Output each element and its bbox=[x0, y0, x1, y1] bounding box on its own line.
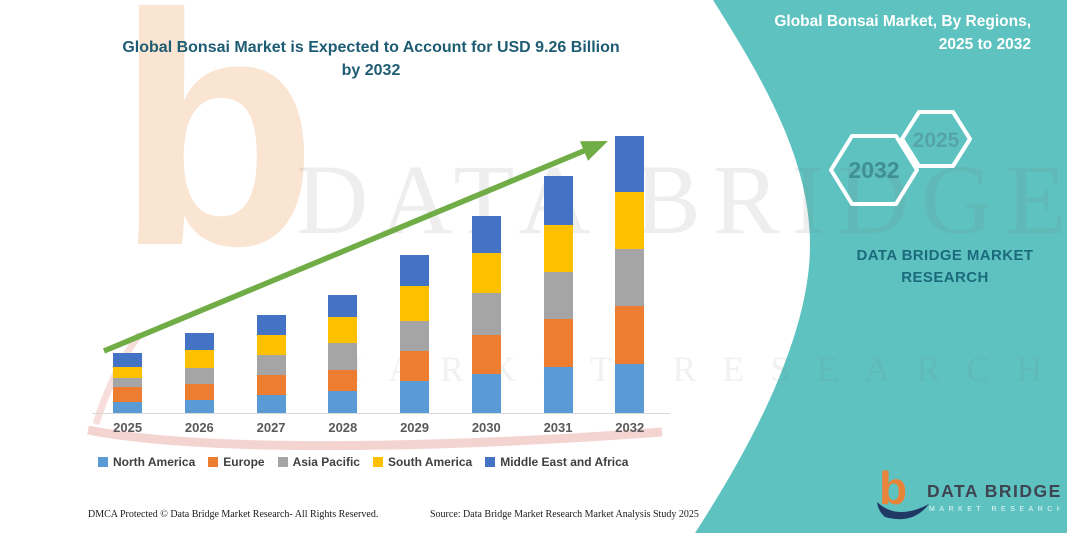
legend-swatch-icon bbox=[98, 457, 108, 467]
legend-item-middle-east-and-africa: Middle East and Africa bbox=[485, 455, 628, 469]
bar-2031-europe bbox=[543, 319, 573, 367]
bar-2031-asia-pacific bbox=[543, 272, 573, 319]
bar-2031-north-america bbox=[543, 367, 573, 413]
bar-2032-europe bbox=[615, 306, 645, 364]
bar-2027-south-america bbox=[256, 335, 286, 355]
x-axis-label-2027: 2027 bbox=[256, 420, 286, 435]
bar-2027 bbox=[256, 315, 286, 413]
bar-2026-asia-pacific bbox=[184, 368, 214, 384]
bar-2032-middle-east-and-africa bbox=[615, 136, 645, 192]
bar-2029 bbox=[400, 255, 430, 413]
bar-2028 bbox=[328, 295, 358, 413]
year-hexagons: 2032 2025 bbox=[829, 110, 972, 206]
chart-title-line2: by 2032 bbox=[341, 62, 401, 79]
legend-label: North America bbox=[113, 455, 196, 469]
bar-2026-north-america bbox=[184, 400, 214, 413]
bar-2027-asia-pacific bbox=[256, 355, 286, 375]
bar-2028-north-america bbox=[328, 391, 358, 413]
bar-2032-south-america bbox=[615, 192, 645, 249]
bar-2025-middle-east-and-africa bbox=[113, 353, 143, 367]
bar-2031-middle-east-and-africa bbox=[543, 176, 573, 225]
bar-2032-asia-pacific bbox=[615, 249, 645, 306]
bar-2030-middle-east-and-africa bbox=[471, 216, 501, 253]
bar-2031 bbox=[543, 176, 573, 413]
legend-label: Asia Pacific bbox=[292, 455, 360, 469]
hexagon-2025-label: 2025 bbox=[913, 129, 960, 152]
footer-source-text: Source: Data Bridge Market Research Mark… bbox=[430, 509, 699, 520]
bar-2028-europe bbox=[328, 370, 358, 391]
bar-2030-europe bbox=[471, 335, 501, 374]
bar-2032-north-america bbox=[615, 364, 645, 413]
bar-2026-middle-east-and-africa bbox=[184, 333, 214, 350]
legend-item-north-america: North America bbox=[98, 455, 195, 469]
x-axis-label-2028: 2028 bbox=[328, 420, 358, 435]
x-axis-label-2032: 2032 bbox=[615, 420, 645, 435]
bar-2026-europe bbox=[184, 384, 214, 400]
legend-item-europe: Europe bbox=[208, 455, 265, 469]
bar-2028-middle-east-and-africa bbox=[328, 295, 358, 317]
bar-2026-south-america bbox=[184, 350, 214, 368]
bar-2029-asia-pacific bbox=[400, 321, 430, 351]
legend-label: Middle East and Africa bbox=[500, 455, 629, 469]
bar-2025-europe bbox=[113, 387, 143, 402]
bar-2025 bbox=[113, 353, 143, 413]
data-bridge-logo: b DATA BRIDGE MARKET RESEARCH bbox=[877, 462, 1060, 520]
bar-2029-north-america bbox=[400, 381, 430, 413]
bar-2026 bbox=[184, 333, 214, 413]
sidebar-heading-line1: Global Bonsai Market, By Regions, bbox=[774, 13, 1031, 30]
bar-2025-north-america bbox=[113, 402, 143, 413]
bar-2025-asia-pacific bbox=[113, 378, 143, 387]
hexagon-2025-outline bbox=[900, 110, 972, 168]
logo-name-text: DATA BRIDGE bbox=[927, 481, 1060, 501]
legend-label: Europe bbox=[223, 455, 265, 469]
logo-tagline-text: MARKET RESEARCH bbox=[929, 506, 1060, 513]
hexagon-2032-label: 2032 bbox=[848, 157, 899, 183]
x-axis-label-2026: 2026 bbox=[184, 420, 214, 435]
legend-swatch-icon bbox=[208, 457, 219, 467]
sidebar-brand-line2: RESEARCH bbox=[901, 269, 989, 286]
x-axis-label-2029: 2029 bbox=[400, 420, 429, 435]
bar-2029-middle-east-and-africa bbox=[400, 255, 430, 286]
teal-shape bbox=[695, 0, 1067, 533]
sidebar-brand-line1: DATA BRIDGE MARKET bbox=[856, 247, 1034, 264]
bar-2032 bbox=[615, 136, 645, 413]
sidebar-heading-line2: 2025 to 2032 bbox=[938, 36, 1031, 53]
bar-2029-europe bbox=[400, 351, 430, 381]
footer-dmca-text: DMCA Protected © Data Bridge Market Rese… bbox=[88, 509, 379, 520]
hexagon-2032-outline bbox=[829, 134, 919, 206]
bar-2029-south-america bbox=[400, 286, 430, 321]
legend-swatch-icon bbox=[372, 457, 383, 467]
sidebar-brand-text: DATA BRIDGE MARKET RESEARCH bbox=[845, 245, 1045, 289]
chart-title-line1: Global Bonsai Market is Expected to Acco… bbox=[122, 39, 620, 56]
legend-item-south-america: South America bbox=[372, 455, 473, 469]
legend-swatch-icon bbox=[277, 457, 288, 467]
logo-b-icon: b bbox=[879, 462, 907, 514]
chart-title: Global Bonsai Market is Expected to Acco… bbox=[88, 36, 654, 82]
bar-2030-asia-pacific bbox=[471, 293, 501, 335]
bar-2030-south-america bbox=[471, 253, 501, 293]
x-axis-label-2030: 2030 bbox=[471, 420, 501, 435]
legend-label: South America bbox=[387, 455, 473, 469]
sidebar-heading: Global Bonsai Market, By Regions, 2025 t… bbox=[701, 10, 1031, 56]
bar-2030 bbox=[471, 216, 501, 413]
bar-2027-north-america bbox=[256, 395, 286, 413]
bar-2028-asia-pacific bbox=[328, 343, 358, 370]
x-axis-line bbox=[92, 413, 670, 414]
legend: North America Europe Asia Pacific South Ame… bbox=[98, 455, 628, 469]
bar-2028-south-america bbox=[328, 317, 358, 343]
bar-2030-north-america bbox=[471, 374, 501, 413]
logo-swoosh-icon bbox=[877, 502, 929, 520]
x-axis-label-2031: 2031 bbox=[543, 420, 573, 435]
bar-2031-south-america bbox=[543, 225, 573, 272]
bar-2025-south-america bbox=[113, 367, 143, 378]
bar-2027-europe bbox=[256, 375, 286, 395]
bar-2027-middle-east-and-africa bbox=[256, 315, 286, 335]
legend-swatch-icon bbox=[485, 457, 496, 467]
legend-item-asia-pacific: Asia Pacific bbox=[277, 455, 360, 469]
x-axis-label-2025: 2025 bbox=[113, 420, 143, 435]
